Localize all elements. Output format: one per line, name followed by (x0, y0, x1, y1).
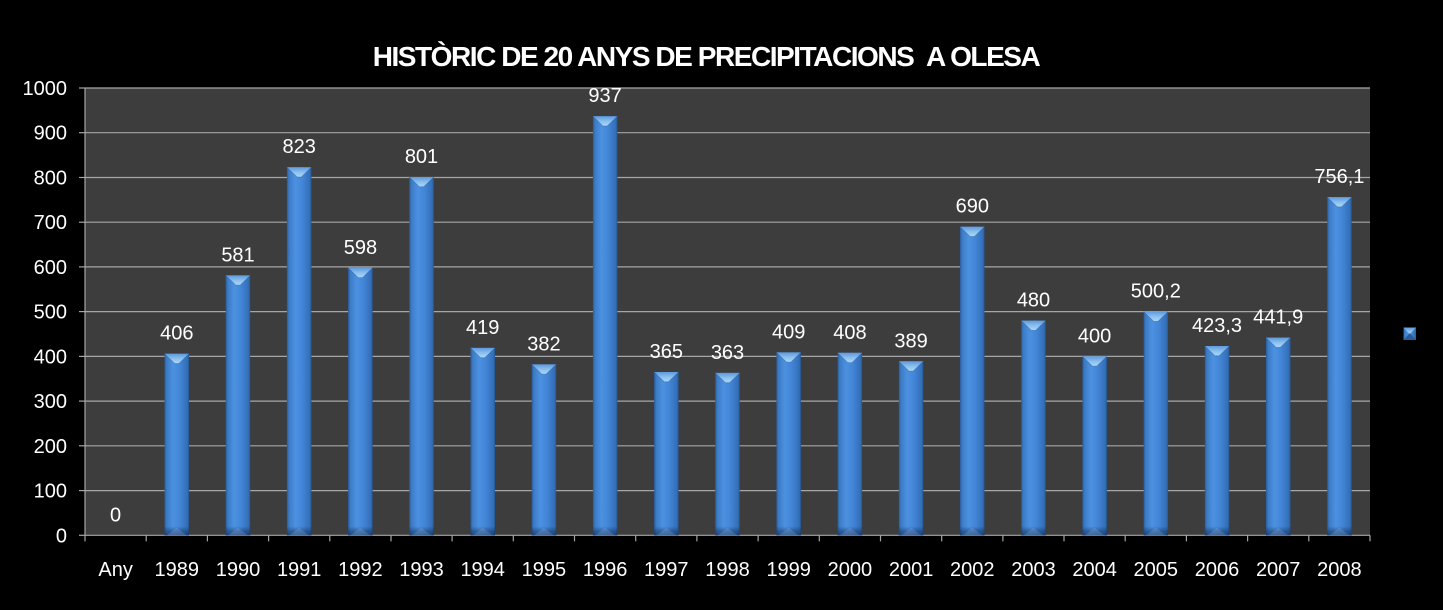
svg-text:441,9: 441,9 (1253, 307, 1303, 329)
svg-text:581: 581 (221, 244, 254, 266)
svg-text:0: 0 (56, 525, 67, 547)
svg-text:400: 400 (1078, 325, 1111, 347)
svg-text:598: 598 (344, 237, 377, 259)
svg-text:1998: 1998 (705, 559, 750, 581)
svg-text:1995: 1995 (522, 559, 567, 581)
svg-text:823: 823 (283, 136, 316, 158)
svg-text:406: 406 (160, 323, 193, 345)
svg-text:2008: 2008 (1317, 559, 1362, 581)
svg-text:2001: 2001 (889, 559, 934, 581)
svg-text:389: 389 (894, 330, 927, 352)
svg-text:1989: 1989 (155, 559, 200, 581)
svg-text:1997: 1997 (644, 559, 689, 581)
svg-text:300: 300 (34, 391, 67, 413)
svg-text:1993: 1993 (399, 559, 444, 581)
svg-text:2000: 2000 (828, 559, 873, 581)
svg-text:801: 801 (405, 146, 438, 168)
svg-text:1000: 1000 (23, 78, 68, 100)
svg-text:1992: 1992 (338, 559, 383, 581)
svg-text:1991: 1991 (277, 559, 322, 581)
svg-text:382: 382 (527, 333, 560, 355)
svg-text:200: 200 (34, 436, 67, 458)
svg-text:800: 800 (34, 168, 67, 190)
svg-text:937: 937 (588, 85, 621, 107)
svg-text:363: 363 (711, 342, 744, 364)
svg-text:409: 409 (772, 321, 805, 343)
svg-text:700: 700 (34, 212, 67, 234)
svg-text:1994: 1994 (460, 559, 505, 581)
svg-text:1990: 1990 (216, 559, 261, 581)
svg-text:419: 419 (466, 317, 499, 339)
svg-text:690: 690 (956, 196, 989, 218)
svg-text:423,3: 423,3 (1192, 315, 1242, 337)
svg-text:400: 400 (34, 346, 67, 368)
svg-text:HISTÒRIC DE 20 ANYS DE PRECIPI: HISTÒRIC DE 20 ANYS DE PRECIPITACIONS A … (373, 41, 1041, 72)
svg-text:365: 365 (650, 341, 683, 363)
svg-text:480: 480 (1017, 290, 1050, 312)
svg-text:1996: 1996 (583, 559, 628, 581)
svg-text:100: 100 (34, 481, 67, 503)
svg-text:2007: 2007 (1256, 559, 1301, 581)
svg-text:600: 600 (34, 257, 67, 279)
svg-text:2005: 2005 (1134, 559, 1179, 581)
svg-text:2003: 2003 (1011, 559, 1056, 581)
svg-text:756,1: 756,1 (1314, 166, 1364, 188)
svg-text:2004: 2004 (1072, 559, 1117, 581)
svg-text:1999: 1999 (766, 559, 811, 581)
svg-text:500,2: 500,2 (1131, 281, 1181, 303)
svg-text:2002: 2002 (950, 559, 995, 581)
svg-text:Any: Any (98, 559, 132, 581)
svg-text:500: 500 (34, 302, 67, 324)
svg-text:0: 0 (110, 504, 121, 526)
svg-text:900: 900 (34, 123, 67, 145)
svg-text:408: 408 (833, 322, 866, 344)
svg-text:2006: 2006 (1195, 559, 1240, 581)
